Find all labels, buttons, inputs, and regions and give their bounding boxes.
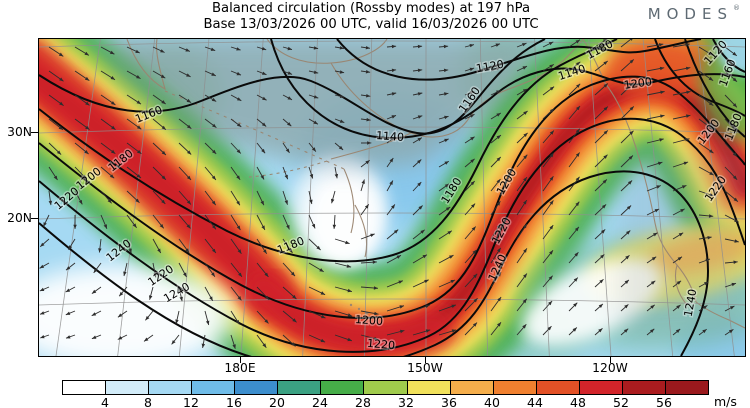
colorbar xyxy=(62,380,709,395)
svg-text:1200: 1200 xyxy=(355,313,384,328)
colorbar-tick-label: 32 xyxy=(398,395,414,408)
colorbar-cell xyxy=(364,381,408,394)
colorbar-unit-label: m/s xyxy=(714,394,737,408)
colorbar-cell xyxy=(106,381,150,394)
colorbar-tick-label: 4 xyxy=(101,395,109,408)
wind-arrows xyxy=(39,39,739,349)
chart-subtitle: Base 13/03/2026 00 UTC, valid 16/03/2026… xyxy=(203,17,539,32)
map-plot-area: 1120 1120 1140 1140 1160 1160 1160 1180 1180 1180… xyxy=(38,38,746,357)
colorbar-cell xyxy=(622,381,666,394)
colorbar-cell xyxy=(63,381,107,394)
lon-label: 120W xyxy=(592,361,628,375)
lon-label: 180E xyxy=(224,361,256,375)
colorbar-tick-label: 28 xyxy=(355,395,371,408)
lon-tick xyxy=(425,356,427,363)
colorbar-tick-label: 24 xyxy=(312,395,328,408)
lat-tick xyxy=(31,132,38,134)
colorbar-cell xyxy=(493,381,537,394)
colorbar-cell xyxy=(235,381,279,394)
contour-lines xyxy=(39,39,745,356)
colorbar-tick-label: 36 xyxy=(441,395,457,408)
svg-text:1140: 1140 xyxy=(376,129,405,144)
colorbar-cell xyxy=(278,381,322,394)
lat-label: 20N xyxy=(7,211,32,225)
modes-logo: MODES® xyxy=(648,4,740,23)
colorbar-tick-label: 8 xyxy=(144,395,152,408)
colorbar-tick-label: 40 xyxy=(484,395,500,408)
colorbar-tick-label: 56 xyxy=(656,395,672,408)
lon-tick xyxy=(240,356,242,363)
registered-mark: ® xyxy=(733,4,740,12)
lat-tick xyxy=(31,218,38,220)
colorbar-tick-label: 20 xyxy=(269,395,285,408)
modes-logo-text: MODES xyxy=(647,5,733,23)
colorbar-cell xyxy=(321,381,365,394)
chart-title: Balanced circulation (Rossby modes) at 1… xyxy=(211,1,531,16)
coastlines xyxy=(126,39,745,329)
chart-title-block: Balanced circulation (Rossby modes) at 1… xyxy=(38,1,704,33)
colorbar-cell xyxy=(407,381,451,394)
colorbar-tick-label: 16 xyxy=(226,395,242,408)
svg-text:1220: 1220 xyxy=(367,337,396,352)
colorbar-cell xyxy=(149,381,193,394)
colorbar-tick-label: 48 xyxy=(570,395,586,408)
colorbar-cell xyxy=(450,381,494,394)
colorbar-tick-label: 44 xyxy=(527,395,543,408)
colorbar-tick-label: 12 xyxy=(183,395,199,408)
colorbar-cell xyxy=(192,381,236,394)
lat-label: 30N xyxy=(7,125,32,139)
svg-text:1200: 1200 xyxy=(623,75,653,92)
lon-tick xyxy=(610,356,612,363)
colorbar-cell xyxy=(536,381,580,394)
lon-label: 150W xyxy=(407,361,443,375)
colorbar-cell xyxy=(665,381,708,394)
colorbar-tick-label: 52 xyxy=(613,395,629,408)
colorbar-cell xyxy=(579,381,623,394)
